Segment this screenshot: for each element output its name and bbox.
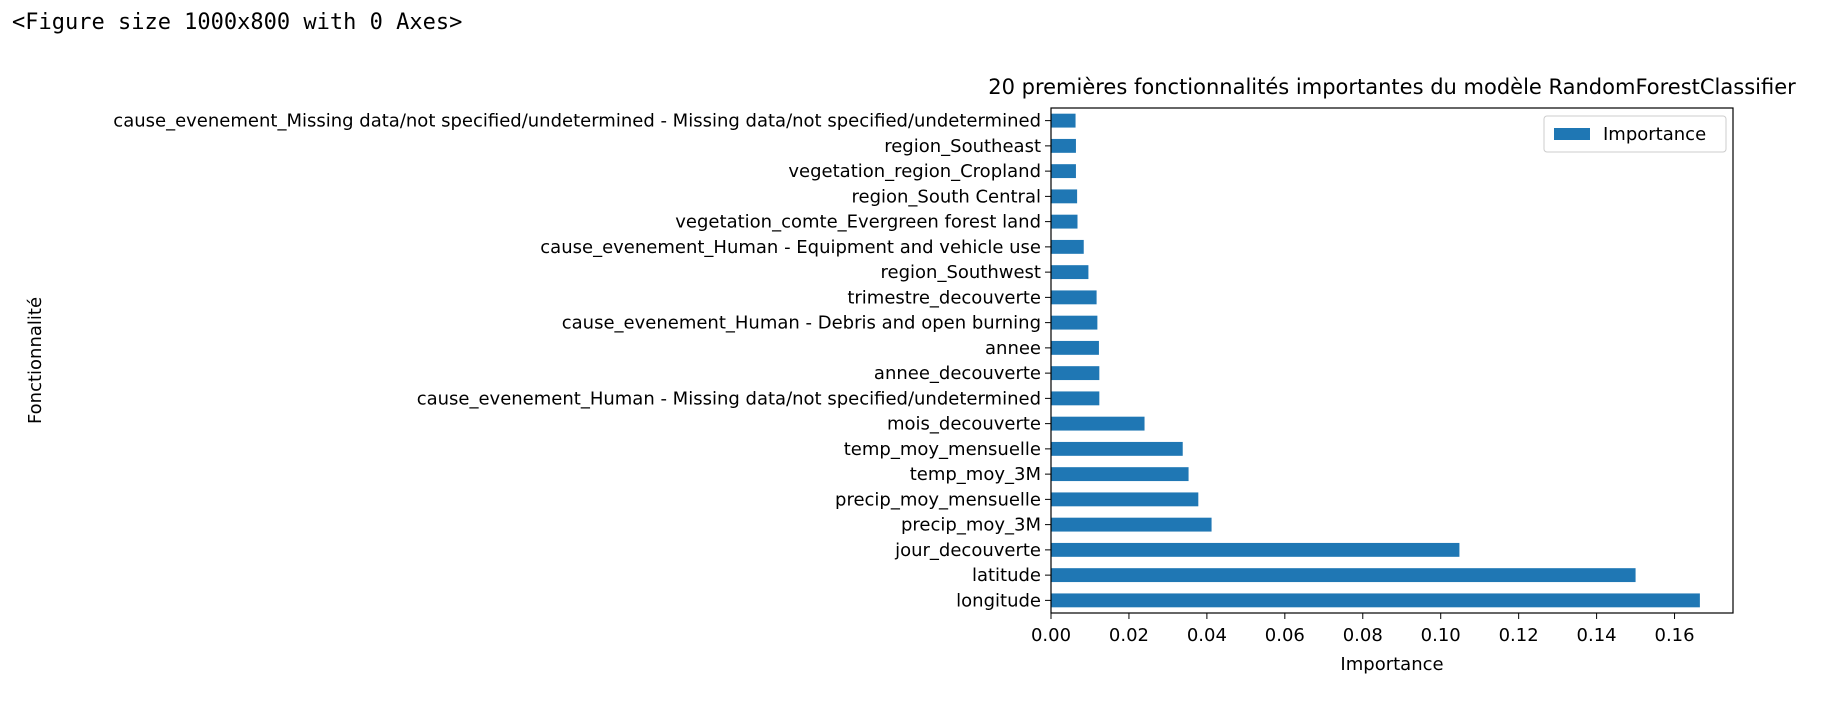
bar [1051, 189, 1078, 204]
x-tick-label: 0.08 [1343, 625, 1383, 646]
y-tick-label: latitude [972, 565, 1041, 586]
y-tick-label: temp_moy_3M [910, 464, 1041, 485]
bar [1051, 214, 1078, 229]
x-tick-label: 0.06 [1265, 625, 1305, 646]
y-tick-label: precip_moy_mensuelle [835, 489, 1041, 510]
figure-output-text: <Figure size 1000x800 with 0 Axes> [12, 10, 463, 35]
x-tick-label: 0.00 [1031, 625, 1071, 646]
x-ticks: 0.00 0.02 0.04 0.06 0.08 0.10 0.12 0.14 0.16 [1031, 613, 1695, 646]
y-tick-label: annee_decouverte [874, 363, 1041, 384]
y-tick-label: annee [985, 338, 1041, 359]
bar [1051, 467, 1189, 482]
legend-label: Importance [1603, 124, 1706, 145]
bar [1051, 290, 1097, 305]
y-tick-label: cause_evenement_Human - Debris and open … [562, 313, 1041, 334]
x-tick-label: 0.12 [1499, 625, 1539, 646]
bar [1051, 517, 1212, 532]
plot-frame [1050, 107, 1734, 614]
y-tick-label: mois_decouverte [887, 414, 1041, 435]
bar [1051, 164, 1076, 179]
legend: Importance [1543, 115, 1727, 153]
bar [1051, 593, 1700, 608]
bar [1051, 492, 1199, 507]
legend-box [1543, 115, 1727, 153]
bar [1051, 542, 1460, 557]
y-tick-label: precip_moy_3M [901, 515, 1041, 536]
bar [1051, 391, 1100, 406]
y-tick-label: region_Southwest [881, 262, 1041, 283]
y-tick-label: temp_moy_mensuelle [844, 439, 1041, 460]
y-tick-label: longitude [956, 590, 1041, 611]
x-tick-label: 0.02 [1109, 625, 1149, 646]
bar [1051, 315, 1098, 330]
bar [1051, 441, 1183, 456]
y-tick-label: vegetation_region_Cropland [788, 161, 1041, 182]
y-tick-label: cause_evenement_Missing data/not specifi… [113, 111, 1041, 132]
bar [1051, 416, 1145, 431]
x-tick-label: 0.10 [1421, 625, 1461, 646]
bar [1051, 138, 1076, 153]
bar [1051, 340, 1099, 355]
bar [1051, 568, 1636, 583]
bars-group [1051, 113, 1700, 608]
x-tick-label: 0.04 [1187, 625, 1227, 646]
bar [1051, 265, 1089, 280]
y-tick-labels: longitude latitude jour_decouverte precip_m… [113, 111, 1051, 611]
y-tick-label: region_Southeast [884, 136, 1041, 157]
bar [1051, 366, 1100, 381]
chart-title: 20 premières fonctionnalités importantes… [988, 75, 1796, 99]
y-tick-label: region_South Central [851, 186, 1041, 207]
x-tick-label: 0.16 [1655, 625, 1695, 646]
y-tick-label: vegetation_comte_Evergreen forest land [675, 212, 1041, 233]
bar [1051, 113, 1076, 128]
y-tick-label: cause_evenement_Human - Equipment and ve… [540, 237, 1041, 258]
x-axis-label: Importance [1340, 654, 1443, 675]
y-tick-label: jour_decouverte [894, 540, 1041, 561]
legend-swatch [1554, 128, 1590, 140]
bar [1051, 239, 1084, 254]
x-tick-label: 0.14 [1577, 625, 1617, 646]
y-axis-label: Fonctionnalité [25, 297, 46, 424]
y-tick-label: cause_evenement_Human - Missing data/not… [417, 388, 1041, 409]
y-tick-label: trimestre_decouverte [847, 287, 1041, 308]
